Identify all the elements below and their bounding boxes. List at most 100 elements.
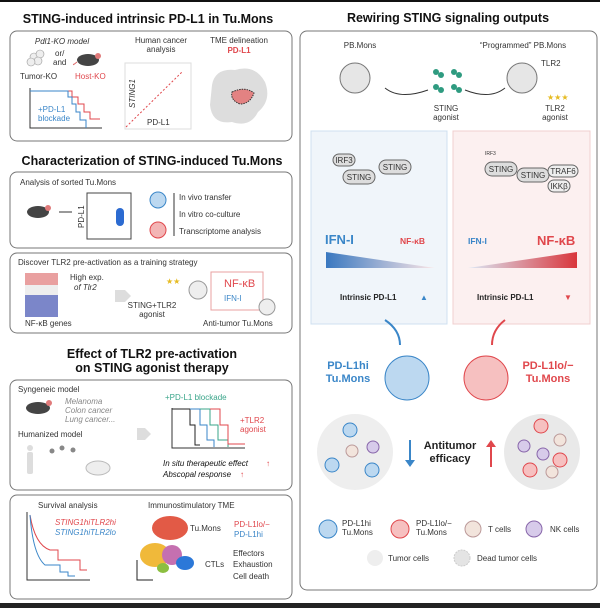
use-item: In vivo transfer	[179, 193, 232, 202]
ko-model-label: Pdl1-KO model	[35, 37, 89, 46]
legend-hi: STING1hiTLR2hi	[55, 518, 116, 527]
programmed-cell-icon	[506, 62, 538, 94]
anti-tumor-label: Anti-tumor Tu.Mons	[203, 319, 273, 328]
up-arrow-icon: ▲	[420, 293, 428, 302]
humanized-label: Humanized model	[18, 430, 83, 439]
tumor-ko-label: Tumor-KO	[20, 72, 57, 81]
intrinsic-pdl1-label: Intrinsic PD-L1	[340, 293, 397, 302]
tme-marker-label: PD-L1	[227, 46, 251, 55]
output-box	[210, 271, 264, 311]
blockade-label-2: blockade	[38, 114, 71, 123]
sting-agonist-icon	[433, 69, 462, 93]
sting1-axis-label: STING1	[128, 79, 137, 108]
mouse-icon	[26, 400, 52, 414]
sting-label: STING	[489, 165, 513, 174]
survival-label: Survival analysis	[38, 501, 98, 510]
section3-title-1: Effect of TLR2 pre-activation	[67, 347, 237, 361]
syngeneic-label: Syngeneic model	[18, 385, 80, 394]
legend-hi-icon	[318, 519, 338, 539]
section3-title-2: on STING agonist therapy	[75, 361, 229, 375]
genes-label: NF-κB genes	[25, 319, 72, 328]
tme-umap-label: Immunostimulatory TME	[148, 501, 235, 510]
legend-tumor-label: Tumor cells	[388, 554, 429, 563]
sting-label: STING	[347, 173, 371, 182]
ctl-item: Cell death	[233, 572, 269, 581]
monocyte-icon	[188, 280, 208, 300]
ifn-label: IFN-I	[325, 232, 354, 247]
up-arrow-icon: ↑	[266, 459, 270, 468]
ifn-label: IFN-I	[468, 236, 487, 246]
legend: PD-L1hi Tu.Mons PD-L1lo/− Tu.Mons T cell…	[318, 519, 579, 567]
signal-gradient-bar	[468, 252, 577, 268]
ctl-item: Exhaustion	[233, 560, 273, 569]
sting-agonist-label: STING	[434, 104, 458, 113]
intrinsic-pdl1-label: Intrinsic PD-L1	[477, 293, 534, 302]
high-exp-label: High exp.	[70, 273, 104, 282]
legend-nk-label: NK cells	[550, 525, 579, 534]
pdl1-hi-label: PD-L1hi	[234, 530, 263, 539]
discover-box	[9, 252, 293, 334]
top-border	[0, 0, 600, 2]
tlr2-label: of Tlr2	[74, 283, 97, 292]
pdl1-blockade-label: +PD-L1 blockade	[165, 393, 227, 402]
tumor-cell-icon	[367, 550, 383, 566]
survival-plot-ko	[29, 88, 102, 129]
star-icon: ★★★	[547, 93, 569, 102]
tumor-cluster-cold	[317, 414, 393, 490]
nfkb-label: NF-κB	[224, 278, 255, 290]
legend-dead-label: Dead tumor cells	[477, 554, 537, 563]
sting-label: STING	[521, 171, 545, 180]
irf3-label: IRF3	[335, 156, 353, 165]
arrow	[491, 319, 506, 346]
survival-plot-human	[26, 512, 90, 581]
effect-label: In situ therapeutic effect	[163, 459, 249, 468]
legend-t-label: T cells	[488, 525, 511, 534]
or-label: or/	[55, 49, 65, 58]
red-panel: IRF3 STING STING TRAF6 IKKβ IFN-I NF-κB …	[452, 130, 591, 325]
tlr2-agonist-label-2: agonist	[240, 425, 267, 434]
legend-lo-label: PD-L1lo/−	[416, 519, 452, 528]
nfkb-label: NF-κB	[400, 236, 425, 246]
pdl1-hi-label: PD-L1hi	[327, 360, 369, 372]
dead-tumor-cell-icon	[453, 549, 471, 567]
cancer-item: Lung cancer...	[65, 415, 115, 424]
pbmons-label: PB.Mons	[344, 41, 376, 50]
human-icon	[27, 445, 33, 474]
tlr2-agonist-label-2: agonist	[542, 113, 569, 122]
sorted-label: Analysis of sorted Tu.Mons	[20, 178, 116, 187]
tumor-cells-icon	[26, 49, 45, 67]
tumor-cluster-hot	[504, 414, 580, 490]
down-arrowhead	[405, 460, 415, 467]
and-label: and	[53, 58, 66, 67]
blockade-label-1: +PD-L1	[38, 105, 66, 114]
right-title: Rewiring STING signaling outputs	[347, 11, 549, 25]
ctls-label: CTLs	[205, 560, 224, 569]
legend-hi-label: PD-L1hi	[342, 519, 371, 528]
t-cell-icon	[464, 520, 482, 538]
pbmon-cell-icon	[339, 62, 371, 94]
traf6-label: TRAF6	[550, 167, 576, 176]
blue-panel: IRF3 STING STING IFN-I NF-κB Intrinsic P…	[310, 130, 448, 325]
up-arrowhead	[486, 440, 496, 447]
arrow	[384, 87, 429, 95]
section2-title: Characterization of STING-induced Tu.Mon…	[22, 154, 283, 168]
therapy-box	[9, 379, 293, 491]
tlr2-label: TLR2	[541, 59, 561, 68]
host-ko-label: Host-KO	[75, 72, 106, 81]
tumons-hi-label: Tu.Mons	[326, 373, 370, 385]
umap-plot	[136, 516, 194, 581]
facs-plot	[86, 192, 132, 240]
cancer-item: Colon cancer	[65, 406, 112, 415]
ctl-item: Effectors	[233, 549, 264, 558]
tumons-lo-label: Tu.Mons	[526, 373, 570, 385]
arrow-icon	[137, 428, 151, 440]
agonist-label-2: agonist	[139, 310, 166, 319]
bottom-border	[0, 603, 600, 608]
arrow	[384, 319, 401, 346]
signal-gradient-bar	[326, 252, 435, 268]
sting-label: STING	[383, 163, 407, 172]
efficacy-label-2: efficacy	[430, 453, 472, 465]
legend-lo-label-2: Tu.Mons	[416, 528, 447, 537]
agonist-label: STING+TLR2	[128, 301, 177, 310]
section1-title: STING-induced intrinsic PD-L1 in Tu.Mons	[23, 12, 274, 26]
